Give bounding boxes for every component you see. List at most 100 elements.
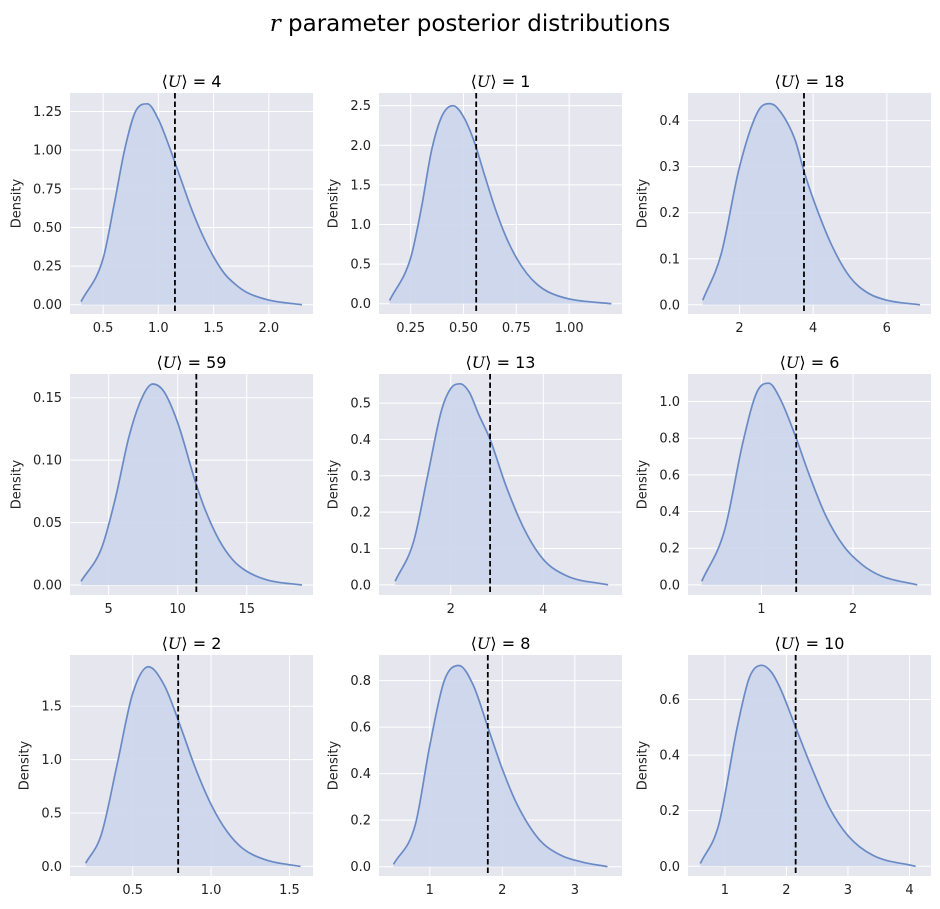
title-symbol: U bbox=[163, 353, 177, 372]
y-tick-label: 1.0 bbox=[41, 753, 62, 768]
subplot-title: ⟨U⟩ = 2 bbox=[162, 634, 222, 653]
y-tick-label: 0.15 bbox=[33, 391, 62, 406]
subplot-8: 1 2 3 0.0 0.2 0.4 0.6 0.8 Density ⟨U⟩ = 8 bbox=[327, 634, 622, 898]
subplot-6: 1 2 0.0 0.2 0.4 0.6 0.8 1.0 Density ⟨U⟩ = 6 bbox=[636, 353, 931, 617]
title-bracket-close: ⟩ = bbox=[794, 72, 824, 91]
y-tick-label: 0.5 bbox=[350, 397, 371, 412]
x-tick-label: 2 bbox=[735, 321, 743, 336]
x-tick-label: 10 bbox=[169, 602, 186, 617]
x-tick-label: 1.5 bbox=[279, 883, 300, 898]
y-tick-label: 0.8 bbox=[350, 674, 371, 689]
subplot-title: ⟨U⟩ = 59 bbox=[157, 353, 227, 372]
x-tick-label: 4 bbox=[809, 321, 817, 336]
subplot-7: 0.5 1.0 1.5 0.0 0.5 1.0 1.5 Density ⟨U⟩ = 2 bbox=[18, 634, 313, 898]
y-axis-label: Density bbox=[10, 178, 25, 228]
figure-title-rest: parameter posterior distributions bbox=[281, 11, 671, 37]
density-fill bbox=[85, 666, 301, 867]
y-tick-label: 0.5 bbox=[350, 258, 371, 273]
title-value: 1 bbox=[520, 72, 530, 91]
figure-title: r parameter posterior distributions bbox=[270, 11, 671, 37]
subplot-1: 0.5 1.0 1.5 2.0 0.00 0.25 0.50 0.75 1.00 1.25 Dens… bbox=[10, 72, 313, 336]
y-axis-label: Density bbox=[636, 178, 651, 228]
y-tick-label: 1.0 bbox=[350, 218, 371, 233]
title-value: 2 bbox=[211, 634, 221, 653]
title-value: 8 bbox=[520, 634, 530, 653]
subplot-title: ⟨U⟩ = 4 bbox=[162, 72, 222, 91]
y-axis-label: Density bbox=[327, 459, 342, 509]
title-bracket-close: ⟩ = bbox=[181, 72, 211, 91]
x-tick-label: 1 bbox=[426, 883, 434, 898]
y-tick-label: 0.2 bbox=[659, 206, 680, 221]
y-tick-label: 0.05 bbox=[33, 516, 62, 531]
title-bracket-close: ⟩ = bbox=[176, 353, 206, 372]
title-bracket-open: ⟨ bbox=[780, 353, 786, 372]
title-value: 18 bbox=[824, 72, 844, 91]
x-tick-label: 1 bbox=[757, 602, 765, 617]
y-tick-label: 0.3 bbox=[659, 160, 680, 175]
y-tick-label: 1.00 bbox=[33, 144, 62, 159]
x-tick-label: 6 bbox=[883, 321, 891, 336]
x-tick-label: 1.00 bbox=[555, 321, 584, 336]
y-tick-label: 0.0 bbox=[659, 298, 680, 313]
density-fill bbox=[701, 383, 918, 585]
subplot-title: ⟨U⟩ = 1 bbox=[471, 72, 531, 91]
title-bracket-open: ⟨ bbox=[775, 634, 781, 653]
y-tick-label: 0.2 bbox=[350, 814, 371, 829]
y-tick-label: 0.00 bbox=[33, 298, 62, 313]
x-tick-label: 2 bbox=[782, 883, 790, 898]
figure-title-italic: r bbox=[270, 11, 283, 37]
title-value: 10 bbox=[824, 634, 844, 653]
y-tick-label: 0.75 bbox=[33, 182, 62, 197]
title-symbol: U bbox=[781, 72, 795, 91]
y-tick-label: 0.00 bbox=[33, 579, 62, 594]
y-tick-label: 0.4 bbox=[350, 767, 371, 782]
density-curve bbox=[80, 102, 303, 306]
x-tick-label: 1.0 bbox=[201, 883, 222, 898]
title-bracket-open: ⟨ bbox=[162, 634, 168, 653]
density-curve bbox=[80, 383, 303, 586]
y-tick-label: 0.10 bbox=[33, 454, 62, 469]
y-tick-label: 0.1 bbox=[659, 252, 680, 267]
density-curve bbox=[701, 102, 921, 306]
y-tick-label: 0.25 bbox=[33, 260, 62, 275]
title-bracket-open: ⟨ bbox=[157, 353, 163, 372]
title-bracket-close: ⟩ = bbox=[485, 353, 515, 372]
subplot-title: ⟨U⟩ = 6 bbox=[780, 353, 840, 372]
x-tick-label: 5 bbox=[105, 602, 113, 617]
y-axis-label: Density bbox=[10, 459, 25, 509]
y-tick-label: 0.8 bbox=[659, 432, 680, 447]
title-bracket-open: ⟨ bbox=[471, 634, 477, 653]
y-tick-label: 0.5 bbox=[41, 807, 62, 822]
title-bracket-open: ⟨ bbox=[471, 72, 477, 91]
y-tick-label: 0.3 bbox=[350, 469, 371, 484]
title-value: 13 bbox=[515, 353, 535, 372]
title-bracket-open: ⟨ bbox=[162, 72, 168, 91]
y-tick-label: 0.2 bbox=[659, 542, 680, 557]
y-tick-label: 1.0 bbox=[659, 395, 680, 410]
y-axis-label: Density bbox=[327, 740, 342, 790]
y-tick-label: 0.4 bbox=[659, 114, 680, 129]
subplot-title: ⟨U⟩ = 10 bbox=[775, 634, 845, 653]
title-bracket-close: ⟩ = bbox=[799, 353, 829, 372]
y-axis-label: Density bbox=[636, 740, 651, 790]
x-tick-label: 0.5 bbox=[122, 883, 143, 898]
y-tick-label: 1.5 bbox=[41, 700, 62, 715]
y-tick-label: 0.4 bbox=[659, 505, 680, 520]
y-tick-label: 0.6 bbox=[659, 693, 680, 708]
y-tick-label: 0.6 bbox=[350, 721, 371, 736]
y-tick-label: 0.0 bbox=[350, 860, 371, 875]
title-bracket-open: ⟨ bbox=[775, 72, 781, 91]
density-fill bbox=[395, 383, 609, 585]
title-value: 4 bbox=[211, 72, 221, 91]
title-value: 59 bbox=[206, 353, 226, 372]
x-tick-label: 4 bbox=[539, 602, 547, 617]
title-symbol: U bbox=[472, 353, 486, 372]
y-tick-label: 2.5 bbox=[350, 99, 371, 114]
y-tick-label: 0.1 bbox=[350, 542, 371, 557]
y-tick-label: 1.5 bbox=[350, 178, 371, 193]
subplot-grid: 0.5 1.0 1.5 2.00.000.250.500.751.001.25Dens… bbox=[10, 72, 931, 898]
y-tick-label: 1.25 bbox=[33, 105, 62, 120]
title-symbol: U bbox=[781, 634, 795, 653]
title-symbol: U bbox=[477, 634, 491, 653]
